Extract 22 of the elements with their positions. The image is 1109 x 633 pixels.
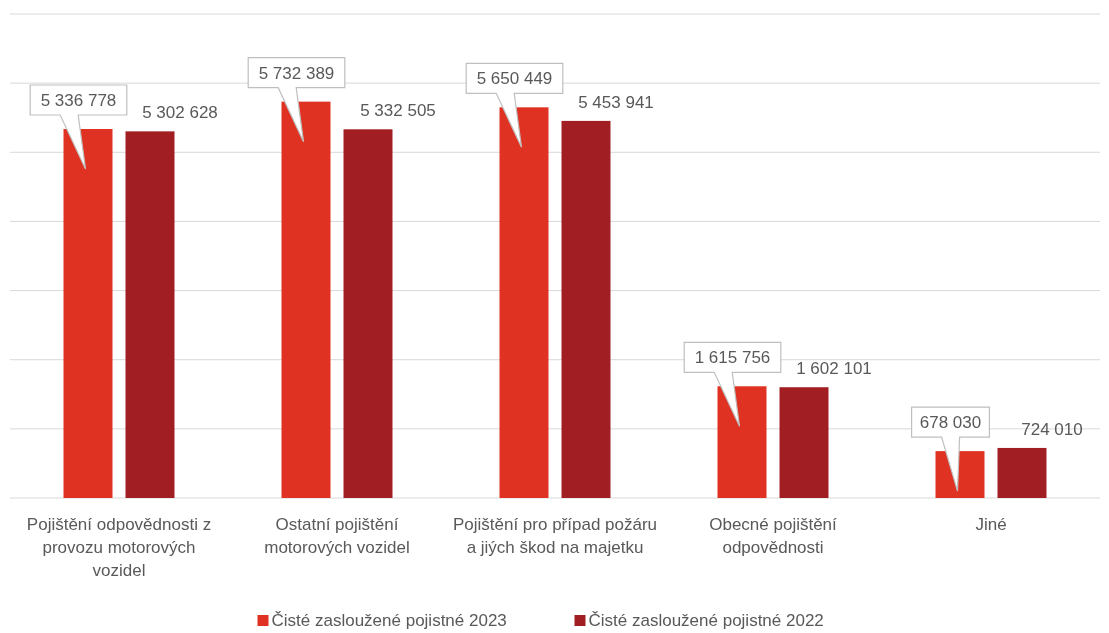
- x-tick-label: Pojištění pro případ požáru a jiých škod na majetku: [452, 515, 658, 557]
- data-label: 5 453 941: [578, 92, 654, 112]
- data-label: 678 030: [919, 413, 982, 433]
- data-label: 5 332 505: [360, 101, 436, 121]
- bar: [561, 120, 611, 498]
- data-label: 5 732 389: [258, 63, 335, 83]
- data-label: 724 010: [1021, 419, 1083, 439]
- data-label: 1 615 756: [694, 348, 771, 368]
- data-label: 5 336 778: [40, 91, 117, 110]
- legend-label: Čisté zasloužené pojistné 2022: [588, 611, 824, 630]
- x-tick-label: Jiné: [975, 515, 1007, 534]
- bar: [779, 387, 829, 498]
- data-label: 5 302 628: [142, 103, 218, 123]
- legend-label: Čisté zasloužené pojistné 2023: [271, 611, 507, 630]
- data-label: 1 602 101: [796, 359, 872, 379]
- data-label: 5 650 449: [476, 69, 553, 89]
- bar: [997, 447, 1047, 498]
- x-tick-label: Ostatní pojištění motorových vozidel: [264, 515, 410, 557]
- bar: [125, 131, 175, 498]
- bar: [343, 129, 393, 498]
- x-tick-label: Obecné pojištění odpovědnosti: [709, 515, 838, 557]
- x-tick-label: Pojištění odpovědnosti z provozu motorových vozidel: [26, 515, 212, 580]
